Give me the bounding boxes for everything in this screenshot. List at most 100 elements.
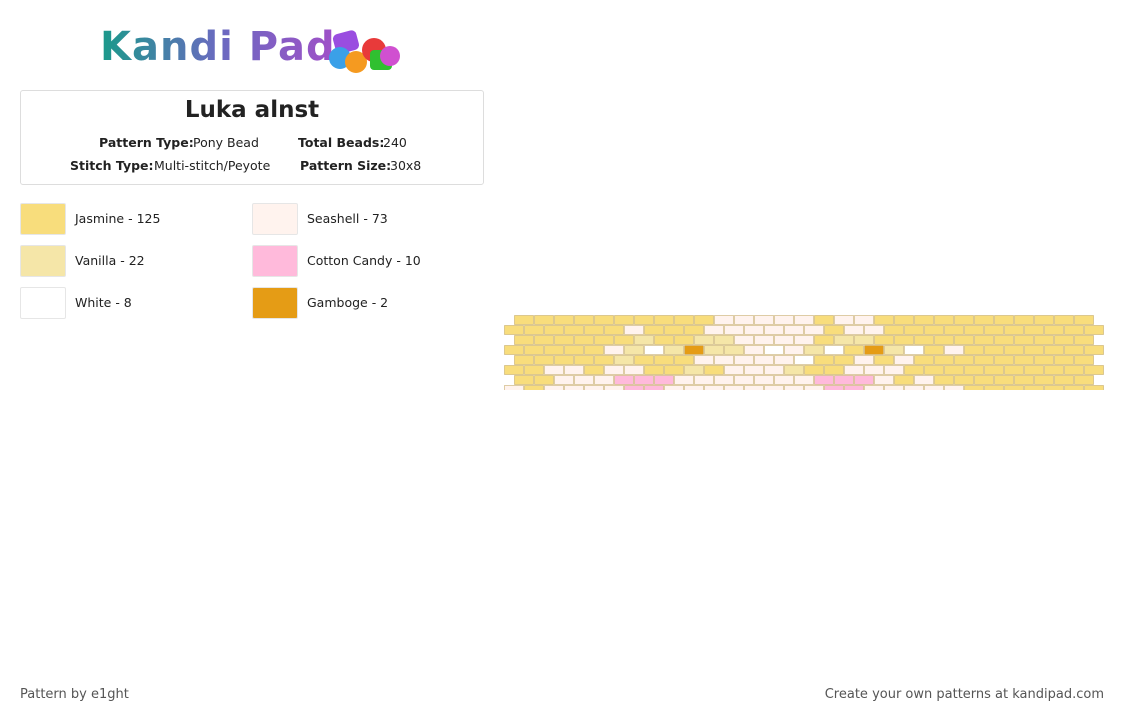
bead xyxy=(724,345,744,355)
info-label: Pattern Type: xyxy=(99,135,194,150)
bead xyxy=(514,355,534,365)
bead xyxy=(884,345,904,355)
bead xyxy=(684,385,704,390)
bead xyxy=(954,375,974,385)
bead xyxy=(684,325,704,335)
bead xyxy=(514,375,534,385)
bead xyxy=(864,345,884,355)
bead xyxy=(704,345,724,355)
bead xyxy=(884,385,904,390)
legend-label: Seashell - 73 xyxy=(307,211,388,226)
bead xyxy=(884,365,904,375)
bead xyxy=(984,365,1004,375)
footer-link[interactable]: Create your own patterns at kandipad.com xyxy=(824,687,1104,702)
legend-swatch xyxy=(20,287,66,319)
legend-swatch xyxy=(252,245,298,277)
bead xyxy=(724,325,744,335)
bead xyxy=(874,335,894,345)
bead xyxy=(774,375,794,385)
bead xyxy=(764,385,784,390)
bead xyxy=(534,355,554,365)
bead xyxy=(674,375,694,385)
info-box xyxy=(20,90,484,185)
bead xyxy=(974,315,994,325)
bead xyxy=(624,385,644,390)
bead xyxy=(624,325,644,335)
bead xyxy=(924,325,944,335)
bead xyxy=(724,385,744,390)
bead xyxy=(634,335,654,345)
info-label: Pattern Size: xyxy=(300,158,392,173)
bead xyxy=(504,385,524,390)
bead xyxy=(824,325,844,335)
bead xyxy=(1054,315,1074,325)
pattern-title: Luka alnst xyxy=(184,97,320,123)
bead xyxy=(584,345,604,355)
bead xyxy=(644,385,664,390)
bead xyxy=(1004,385,1024,390)
bead xyxy=(684,365,704,375)
bead xyxy=(724,365,744,375)
bead xyxy=(664,385,684,390)
bead xyxy=(934,355,954,365)
bead xyxy=(1084,385,1104,390)
bead xyxy=(684,345,704,355)
bead xyxy=(634,355,654,365)
bead xyxy=(1024,325,1044,335)
info-label: Stitch Type: xyxy=(70,158,154,173)
bead xyxy=(604,365,624,375)
bead xyxy=(564,325,584,335)
bead xyxy=(784,365,804,375)
bead xyxy=(1014,375,1034,385)
bead xyxy=(734,355,754,365)
bead xyxy=(924,385,944,390)
bead xyxy=(1054,335,1074,345)
bead xyxy=(644,325,664,335)
bead xyxy=(634,315,654,325)
bead xyxy=(824,365,844,375)
bead xyxy=(774,315,794,325)
bead xyxy=(794,315,814,325)
bead xyxy=(624,365,644,375)
bead xyxy=(834,315,854,325)
bead xyxy=(1024,385,1044,390)
bead xyxy=(994,315,1014,325)
bead xyxy=(524,385,544,390)
bead xyxy=(664,325,684,335)
bead xyxy=(774,335,794,345)
bead xyxy=(964,345,984,355)
bead xyxy=(894,375,914,385)
bead xyxy=(904,325,924,335)
bead xyxy=(874,375,894,385)
bead xyxy=(864,365,884,375)
bead xyxy=(794,335,814,345)
bead xyxy=(654,355,674,365)
bead xyxy=(864,385,884,390)
bead xyxy=(514,315,534,325)
bead xyxy=(874,355,894,365)
bead xyxy=(874,315,894,325)
bead xyxy=(644,345,664,355)
bead xyxy=(944,385,964,390)
bead xyxy=(814,315,834,325)
bead xyxy=(824,345,844,355)
bead xyxy=(1024,345,1044,355)
bead xyxy=(1034,315,1054,325)
bead xyxy=(524,345,544,355)
bead xyxy=(804,365,824,375)
bead xyxy=(1034,335,1054,345)
bead xyxy=(554,335,574,345)
bead xyxy=(1074,375,1094,385)
bead xyxy=(954,315,974,325)
bead xyxy=(944,325,964,335)
bead xyxy=(704,365,724,375)
bead xyxy=(544,345,564,355)
bead xyxy=(1044,325,1064,335)
bead xyxy=(604,345,624,355)
bead xyxy=(804,385,824,390)
bead xyxy=(744,325,764,335)
bead xyxy=(514,335,534,345)
bead xyxy=(534,315,554,325)
bead xyxy=(524,325,544,335)
